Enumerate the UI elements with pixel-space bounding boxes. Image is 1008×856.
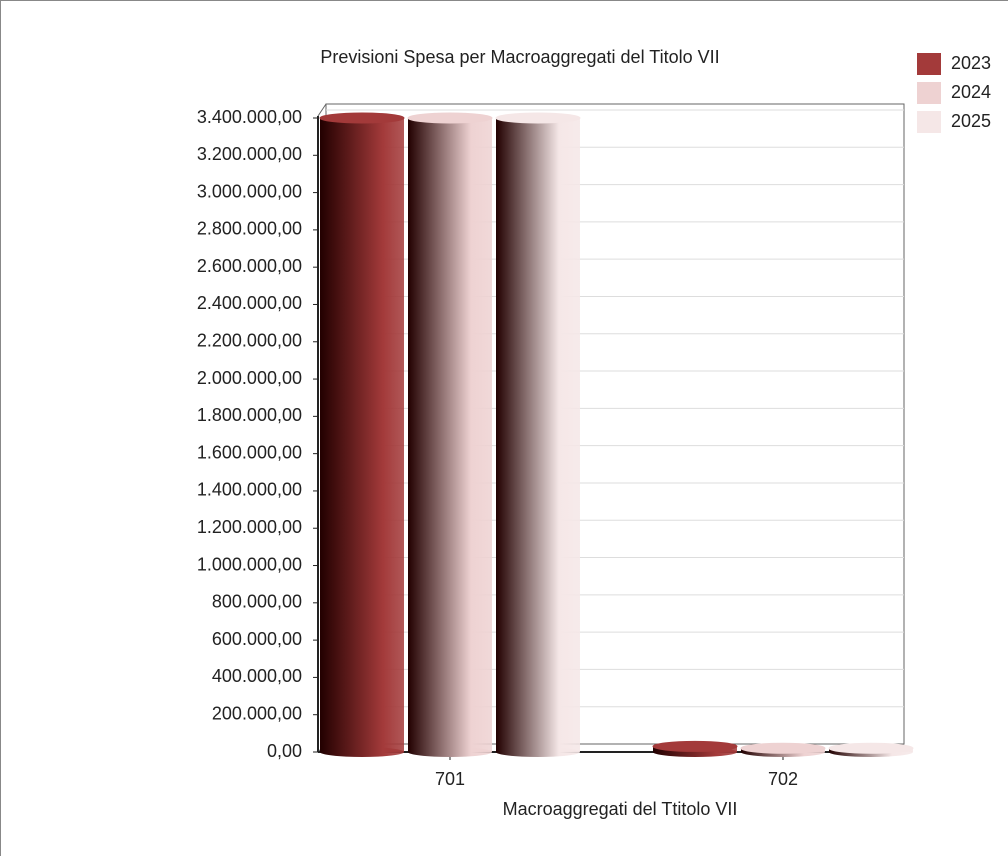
x-tick-label: 701 (435, 769, 465, 789)
y-tick-label: 2.200.000,00 (197, 331, 302, 351)
y-tick-label: 0,00 (267, 741, 302, 761)
y-tick-label: 1.600.000,00 (197, 442, 302, 462)
legend-swatch (917, 111, 941, 133)
x-tick-label: 702 (768, 769, 798, 789)
bar (320, 118, 404, 752)
bar-bottom (408, 747, 492, 757)
bar-top (740, 742, 826, 754)
y-tick-label: 1.000.000,00 (197, 554, 302, 574)
y-tick-label: 2.000.000,00 (197, 368, 302, 388)
y-tick-label: 200.000,00 (212, 703, 302, 723)
legend-label: 2023 (951, 53, 991, 73)
y-tick-label: 800.000,00 (212, 592, 302, 612)
legend-label: 2024 (951, 82, 991, 102)
y-tick-label: 2.800.000,00 (197, 219, 302, 239)
bar-bottom (496, 747, 580, 757)
y-tick-label: 3.400.000,00 (197, 107, 302, 127)
bar-top (495, 112, 581, 124)
y-tick-label: 400.000,00 (212, 666, 302, 686)
bar (408, 118, 492, 752)
left-depth (317, 103, 327, 117)
y-tick-label: 2.600.000,00 (197, 256, 302, 276)
y-tick-label: 3.000.000,00 (197, 181, 302, 201)
legend-swatch (917, 82, 941, 104)
bar-top (407, 112, 493, 124)
legend-label: 2025 (951, 111, 991, 131)
bar-top (828, 742, 914, 754)
x-axis-label: Macroaggregati del Ttitolo VII (503, 799, 738, 819)
legend-swatch (917, 53, 941, 75)
bar (496, 118, 580, 752)
y-tick-label: 1.800.000,00 (197, 405, 302, 425)
y-tick-label: 2.400.000,00 (197, 293, 302, 313)
bar-top (319, 112, 405, 124)
y-tick-label: 1.200.000,00 (197, 517, 302, 537)
y-tick-label: 600.000,00 (212, 629, 302, 649)
y-tick-label: 3.200.000,00 (197, 144, 302, 164)
y-tick-label: 1.400.000,00 (197, 480, 302, 500)
chart-title: Previsioni Spesa per Macroaggregati del … (320, 47, 719, 67)
bar-bottom (320, 747, 404, 757)
bar-top (652, 740, 738, 752)
